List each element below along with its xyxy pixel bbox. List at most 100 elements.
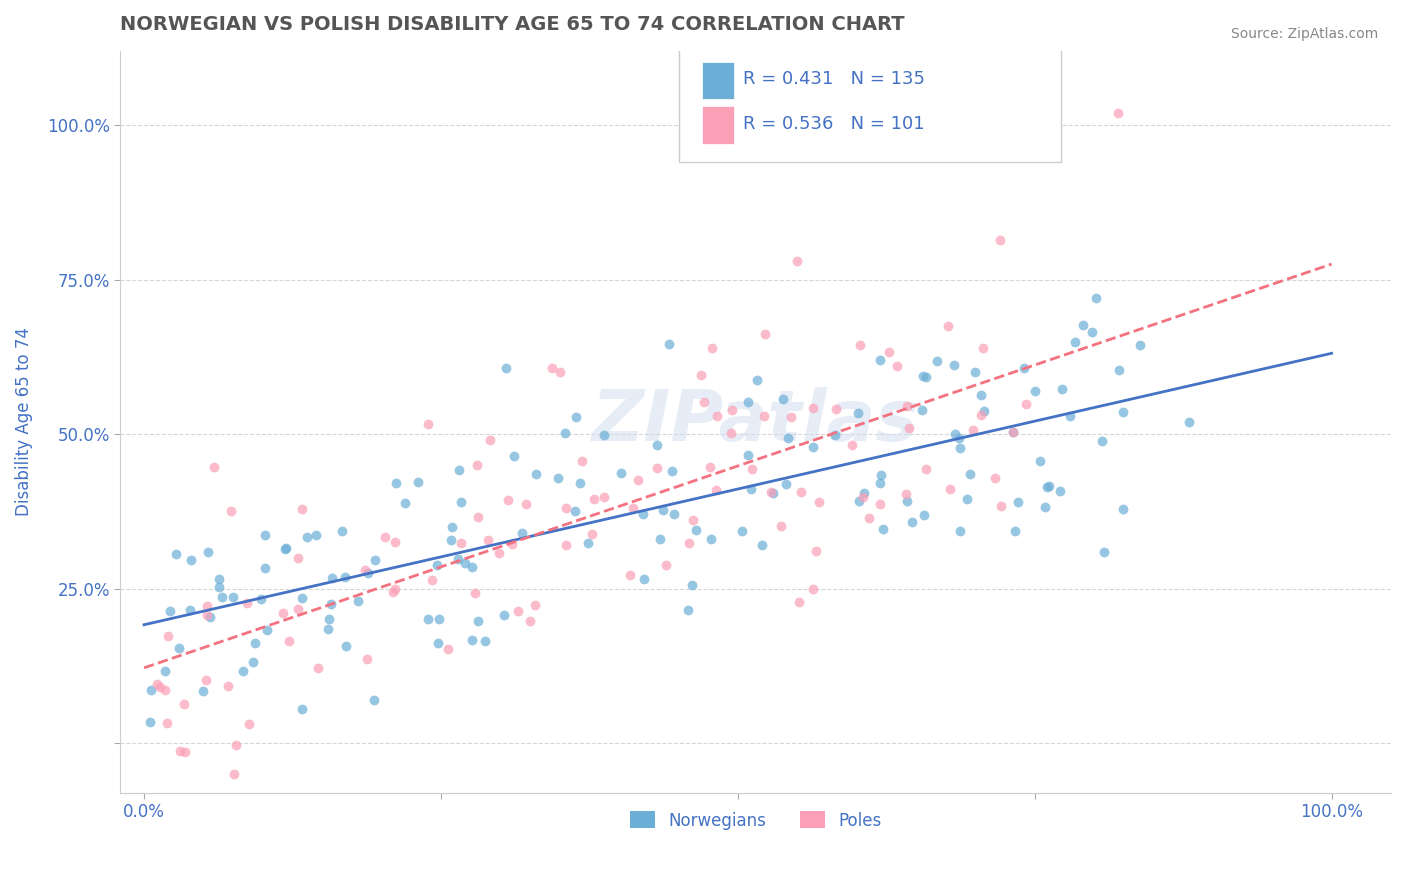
Point xyxy=(621,501,644,516)
Point xyxy=(357,566,380,580)
Point xyxy=(180,552,202,566)
Point xyxy=(427,612,450,626)
Point xyxy=(384,475,406,490)
Text: R = 0.431   N = 135: R = 0.431 N = 135 xyxy=(742,70,925,88)
Point xyxy=(762,486,785,500)
Point xyxy=(1084,291,1107,305)
Point xyxy=(915,369,938,384)
Point xyxy=(704,483,727,497)
Point xyxy=(464,586,486,600)
Point xyxy=(450,536,472,550)
Point xyxy=(914,462,936,476)
Point xyxy=(440,520,463,534)
Point xyxy=(208,580,231,594)
Point xyxy=(425,558,447,572)
Text: R = 0.536   N = 101: R = 0.536 N = 101 xyxy=(742,115,925,133)
Point xyxy=(1038,479,1060,493)
Point xyxy=(872,522,894,536)
Point xyxy=(384,582,406,597)
Point xyxy=(775,477,797,491)
Point xyxy=(943,427,966,442)
Point xyxy=(222,590,245,604)
Point xyxy=(886,359,908,373)
Point xyxy=(581,527,603,541)
Point xyxy=(754,326,776,341)
Point xyxy=(146,677,169,691)
Point xyxy=(1033,500,1056,514)
Point xyxy=(316,622,339,636)
Point xyxy=(1081,325,1104,339)
Point xyxy=(576,536,599,550)
Point xyxy=(569,475,592,490)
Point xyxy=(1036,480,1059,494)
Point xyxy=(347,594,370,608)
Point xyxy=(273,606,295,620)
Point xyxy=(1129,338,1152,352)
Point xyxy=(1092,545,1115,559)
Point xyxy=(699,532,721,546)
Point xyxy=(912,508,935,522)
Point xyxy=(139,683,162,698)
Point xyxy=(276,541,298,556)
Point xyxy=(179,603,201,617)
Point xyxy=(465,458,488,472)
Point xyxy=(330,524,353,538)
Point xyxy=(801,401,824,416)
Point xyxy=(737,448,759,462)
Point xyxy=(693,394,716,409)
Point xyxy=(211,591,233,605)
Point xyxy=(153,665,176,679)
Point xyxy=(973,404,995,418)
Point xyxy=(364,553,387,567)
Point xyxy=(454,556,477,570)
Point xyxy=(440,533,463,548)
Point xyxy=(307,660,329,674)
Point xyxy=(208,572,231,586)
FancyBboxPatch shape xyxy=(702,62,734,99)
Point xyxy=(645,461,668,475)
Point xyxy=(149,680,172,694)
Point xyxy=(682,513,704,527)
Point xyxy=(901,515,924,529)
Point xyxy=(222,767,245,781)
Point xyxy=(138,715,160,730)
Point xyxy=(1107,105,1129,120)
Point xyxy=(1004,524,1026,538)
Point xyxy=(678,535,700,549)
Point xyxy=(631,507,654,521)
Point xyxy=(363,693,385,707)
Point xyxy=(869,475,891,490)
Point xyxy=(197,599,219,613)
Point xyxy=(291,502,314,516)
Point xyxy=(1112,405,1135,419)
Point xyxy=(236,597,259,611)
Text: NORWEGIAN VS POLISH DISABILITY AGE 65 TO 74 CORRELATION CHART: NORWEGIAN VS POLISH DISABILITY AGE 65 TO… xyxy=(121,15,905,34)
Point xyxy=(801,440,824,454)
Point xyxy=(374,530,396,544)
Point xyxy=(416,611,439,625)
Point xyxy=(787,595,810,609)
Point xyxy=(965,365,987,379)
Point xyxy=(896,399,918,413)
Point xyxy=(217,680,239,694)
Point xyxy=(824,428,846,442)
Point xyxy=(776,431,799,445)
Point xyxy=(678,603,700,617)
Point xyxy=(1178,415,1201,429)
Point xyxy=(156,629,179,643)
Point xyxy=(450,495,472,509)
Point xyxy=(243,636,266,650)
Point xyxy=(949,442,972,456)
Point xyxy=(173,697,195,711)
Point xyxy=(962,423,984,437)
Point xyxy=(225,738,247,752)
Point xyxy=(1071,318,1094,333)
Y-axis label: Disability Age 65 to 74: Disability Age 65 to 74 xyxy=(15,327,32,516)
Point xyxy=(287,602,309,616)
Point xyxy=(1091,434,1114,449)
Point xyxy=(804,544,827,558)
FancyBboxPatch shape xyxy=(679,36,1060,162)
Point xyxy=(786,254,808,268)
Point xyxy=(969,388,991,402)
Point xyxy=(925,354,948,368)
